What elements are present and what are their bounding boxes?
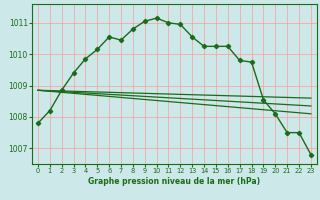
- X-axis label: Graphe pression niveau de la mer (hPa): Graphe pression niveau de la mer (hPa): [88, 177, 260, 186]
